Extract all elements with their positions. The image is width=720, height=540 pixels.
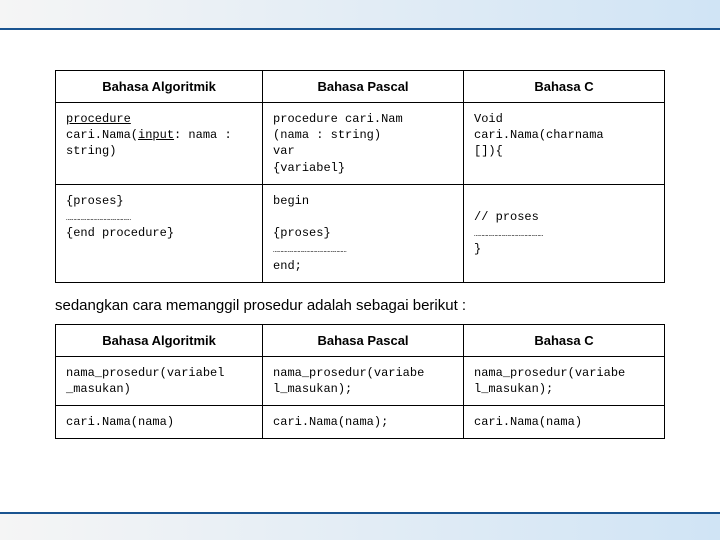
header-pascal: Bahasa Pascal <box>263 324 464 356</box>
cell-c-body: // proses …………………………………………} <box>464 184 665 282</box>
dots: …………………………………………… <box>273 246 346 255</box>
top-border <box>0 0 720 30</box>
table-calling: Bahasa Algoritmik Bahasa Pascal Bahasa C… <box>55 324 665 440</box>
cell-call-pascal: nama_prosedur(variabe l_masukan); <box>263 356 464 405</box>
kw-procedure: procedure <box>66 112 131 126</box>
header-pascal: Bahasa Pascal <box>263 71 464 103</box>
txt: {end procedure} <box>66 226 174 240</box>
dots: ………………………………………… <box>474 230 543 239</box>
txt: string) <box>66 144 116 158</box>
cell-algoritmik-def: procedure cari.Nama(input: nama : string) <box>56 103 263 185</box>
txt: {proses} <box>66 194 124 208</box>
cell-pascal-def: procedure cari.Nam (nama : string) var {… <box>263 103 464 185</box>
txt: : nama : <box>174 128 232 142</box>
bottom-border <box>0 512 720 540</box>
cell-algoritmik-body: {proses} ……………………………………… {end procedure} <box>56 184 263 282</box>
txt: cari.Nama( <box>66 128 138 142</box>
table-row: nama_prosedur(variabel _masukan) nama_pr… <box>56 356 665 405</box>
kw-end: end; <box>273 259 302 273</box>
txt: {proses} <box>273 226 331 240</box>
table-row: {proses} ……………………………………… {end procedure} b… <box>56 184 665 282</box>
table-header-row: Bahasa Algoritmik Bahasa Pascal Bahasa C <box>56 71 665 103</box>
header-algoritmik: Bahasa Algoritmik <box>56 324 263 356</box>
caption-text: sedangkan cara memanggil prosedur adalah… <box>55 297 665 314</box>
cell-c-def: Void cari.Nama(charnama []){ <box>464 103 665 185</box>
cell-example-algoritmik: cari.Nama(nama) <box>56 406 263 439</box>
kw-begin: begin <box>273 194 309 208</box>
dots: ……………………………………… <box>66 214 131 223</box>
txt: } <box>474 242 481 256</box>
header-c: Bahasa C <box>464 71 665 103</box>
header-algoritmik: Bahasa Algoritmik <box>56 71 263 103</box>
cell-call-c: nama_prosedur(variabe l_masukan); <box>464 356 665 405</box>
cell-example-c: cari.Nama(nama) <box>464 406 665 439</box>
cell-call-algoritmik: nama_prosedur(variabel _masukan) <box>56 356 263 405</box>
content-area: Bahasa Algoritmik Bahasa Pascal Bahasa C… <box>55 70 665 439</box>
cell-example-pascal: cari.Nama(nama); <box>263 406 464 439</box>
cell-pascal-body: begin {proses} …………………………………………… end; <box>263 184 464 282</box>
table-row: cari.Nama(nama) cari.Nama(nama); cari.Na… <box>56 406 665 439</box>
kw-input: input <box>138 128 174 142</box>
table-header-row: Bahasa Algoritmik Bahasa Pascal Bahasa C <box>56 324 665 356</box>
table-row: procedurecari.Nama(input: nama :string) … <box>56 103 665 185</box>
txt: // proses <box>474 210 539 224</box>
table-definition: Bahasa Algoritmik Bahasa Pascal Bahasa C… <box>55 70 665 283</box>
header-c: Bahasa C <box>464 324 665 356</box>
